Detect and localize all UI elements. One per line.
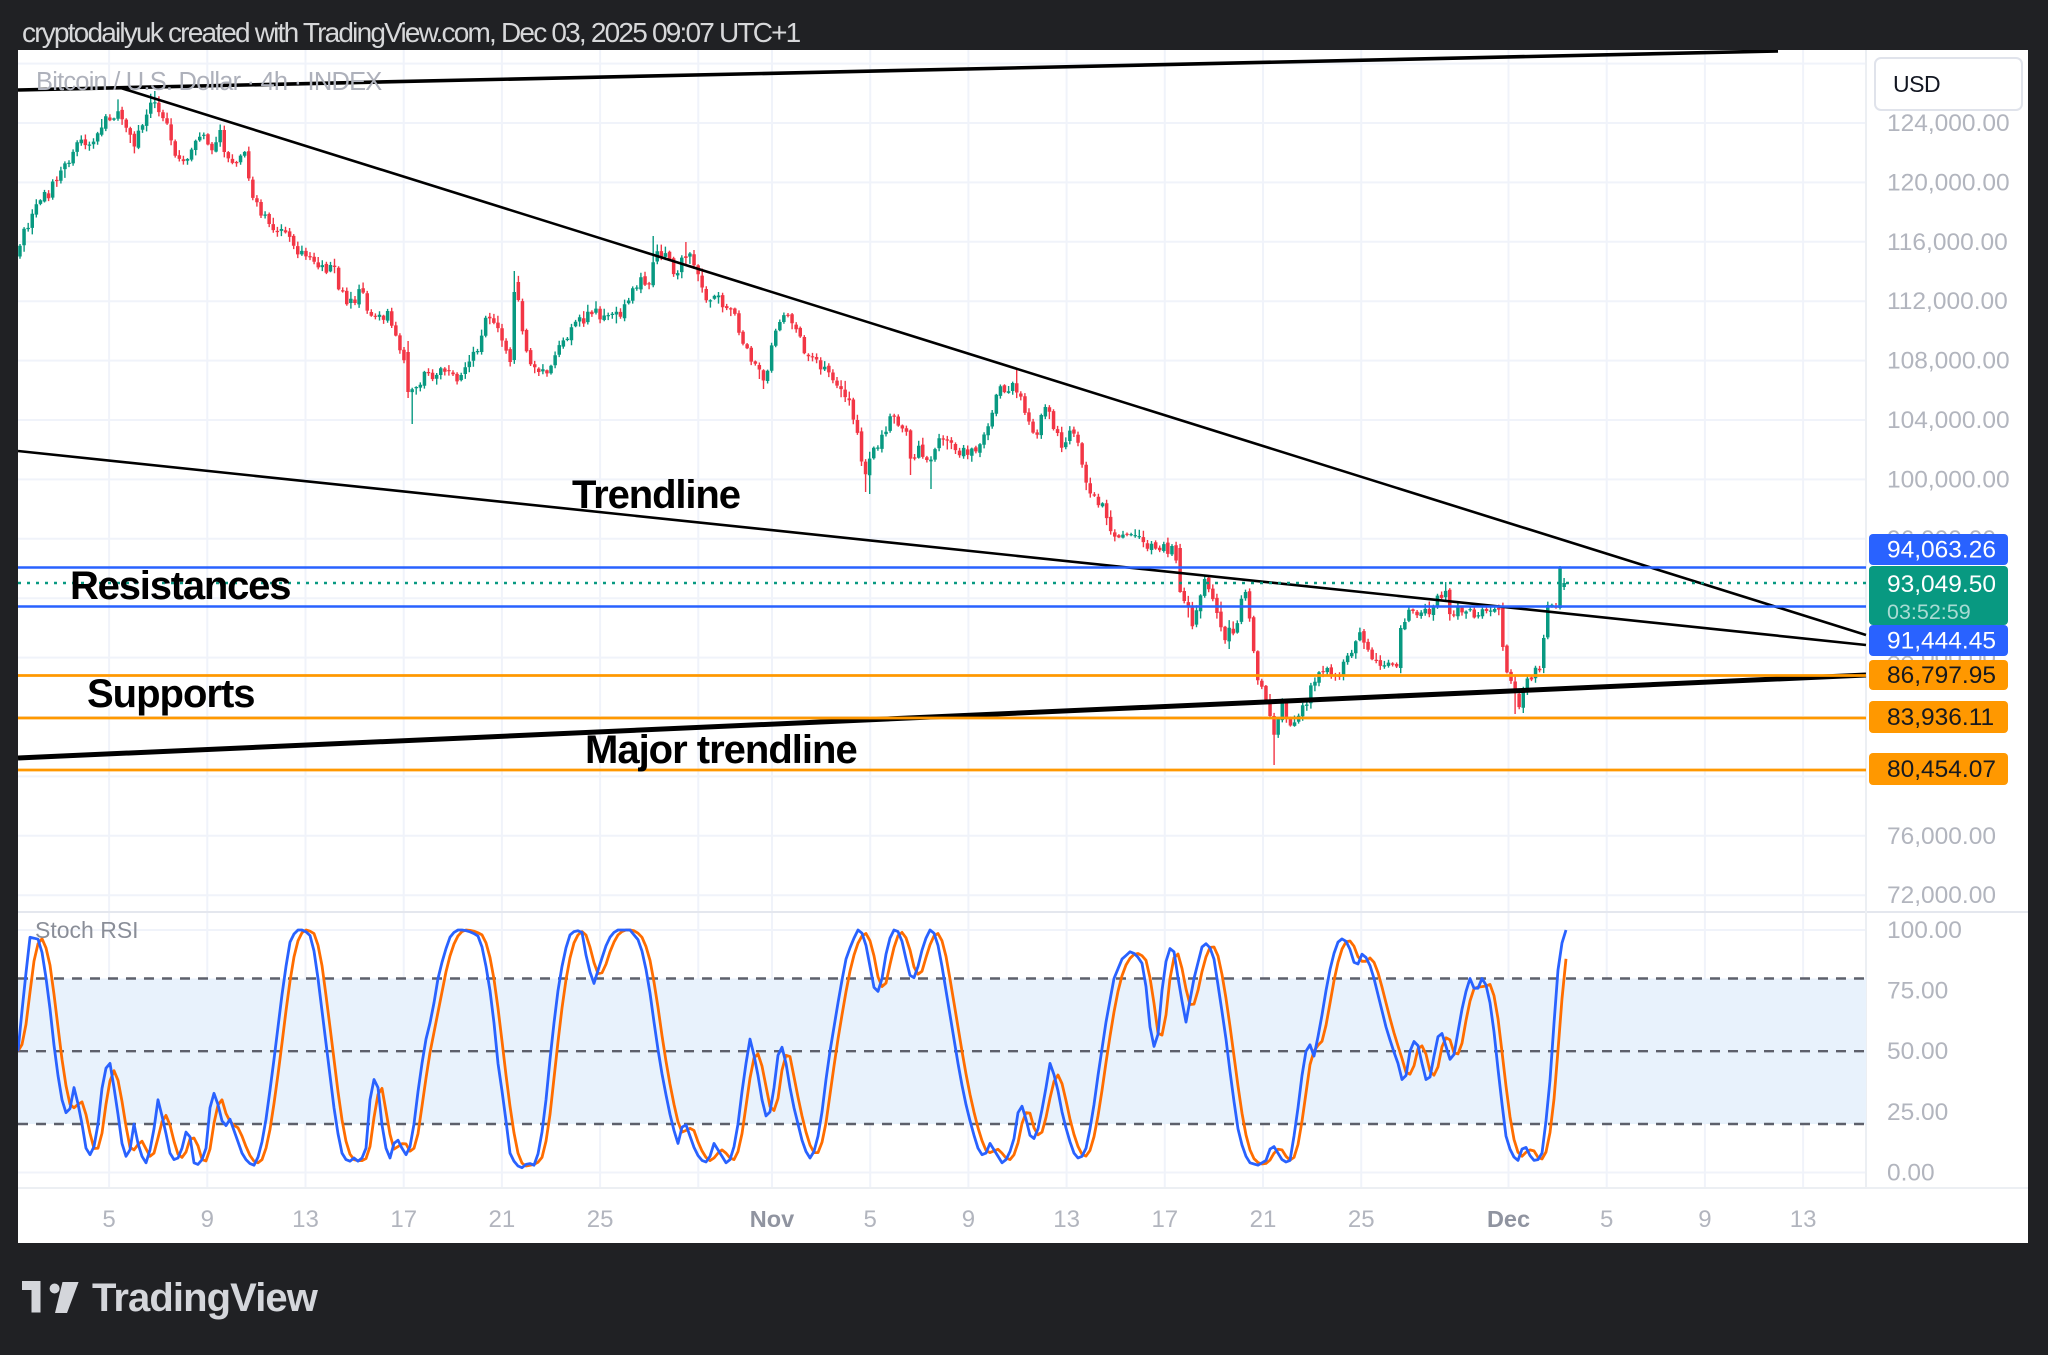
svg-text:112,000.00: 112,000.00 bbox=[1887, 288, 2008, 315]
svg-text:13: 13 bbox=[1790, 1206, 1817, 1233]
svg-text:5: 5 bbox=[1600, 1206, 1613, 1233]
svg-text:120,000.00: 120,000.00 bbox=[1887, 169, 2010, 196]
svg-text:03:52:59: 03:52:59 bbox=[1887, 600, 1971, 624]
svg-text:91,444.45: 91,444.45 bbox=[1887, 628, 1996, 655]
svg-text:50.00: 50.00 bbox=[1887, 1038, 1948, 1065]
svg-text:86,797.95: 86,797.95 bbox=[1887, 662, 1996, 689]
svg-text:83,936.11: 83,936.11 bbox=[1887, 704, 1994, 731]
svg-text:124,000.00: 124,000.00 bbox=[1887, 110, 2010, 137]
svg-text:108,000.00: 108,000.00 bbox=[1887, 348, 2010, 375]
svg-text:0.00: 0.00 bbox=[1887, 1160, 1935, 1187]
svg-text:80,454.07: 80,454.07 bbox=[1887, 756, 1996, 783]
svg-text:13: 13 bbox=[292, 1206, 319, 1233]
svg-text:25: 25 bbox=[587, 1206, 614, 1233]
svg-text:Supports: Supports bbox=[87, 672, 255, 716]
svg-text:17: 17 bbox=[1151, 1206, 1178, 1233]
svg-text:Bitcoin / U.S. Dollar · 4h · I: Bitcoin / U.S. Dollar · 4h · INDEX bbox=[36, 68, 382, 96]
svg-text:5: 5 bbox=[102, 1206, 115, 1233]
svg-text:Stoch RSI: Stoch RSI bbox=[35, 917, 139, 943]
svg-text:17: 17 bbox=[390, 1206, 417, 1233]
svg-text:100,000.00: 100,000.00 bbox=[1887, 466, 2010, 493]
svg-text:TradingView: TradingView bbox=[92, 1276, 319, 1320]
svg-text:9: 9 bbox=[962, 1206, 975, 1233]
svg-text:94,063.26: 94,063.26 bbox=[1887, 537, 1996, 564]
svg-text:13: 13 bbox=[1053, 1206, 1080, 1233]
svg-text:Dec: Dec bbox=[1487, 1206, 1530, 1232]
svg-text:21: 21 bbox=[1250, 1206, 1277, 1233]
svg-text:Nov: Nov bbox=[750, 1206, 794, 1232]
svg-text:25.00: 25.00 bbox=[1887, 1099, 1948, 1126]
svg-text:Major trendline: Major trendline bbox=[585, 728, 857, 772]
svg-text:25: 25 bbox=[1348, 1206, 1375, 1233]
svg-text:21: 21 bbox=[489, 1206, 516, 1233]
svg-text:5: 5 bbox=[864, 1206, 877, 1233]
svg-text:9: 9 bbox=[201, 1206, 214, 1233]
svg-text:72,000.00: 72,000.00 bbox=[1887, 882, 1996, 909]
svg-text:116,000.00: 116,000.00 bbox=[1887, 229, 2008, 256]
svg-text:Resistances: Resistances bbox=[70, 564, 290, 608]
svg-text:cryptodailyuk created with Tra: cryptodailyuk created with TradingView.c… bbox=[22, 17, 801, 48]
svg-text:USD: USD bbox=[1893, 71, 1940, 97]
svg-text:76,000.00: 76,000.00 bbox=[1887, 823, 1996, 850]
svg-text:100.00: 100.00 bbox=[1887, 917, 1962, 944]
svg-text:93,049.50: 93,049.50 bbox=[1887, 571, 1996, 598]
svg-text:Trendline: Trendline bbox=[572, 473, 740, 517]
svg-text:9: 9 bbox=[1698, 1206, 1711, 1233]
svg-text:104,000.00: 104,000.00 bbox=[1887, 407, 2010, 434]
svg-text:75.00: 75.00 bbox=[1887, 978, 1948, 1005]
